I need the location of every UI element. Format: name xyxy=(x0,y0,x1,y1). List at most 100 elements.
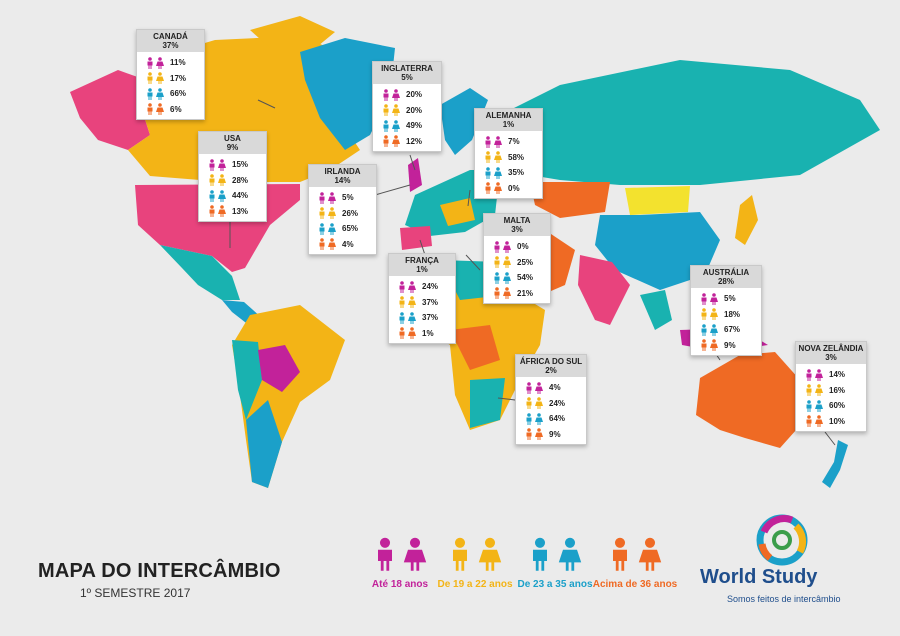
country-header: NOVA ZELÂNDIA 3% xyxy=(796,342,866,364)
percentage-value: 18% xyxy=(724,309,741,319)
map-region xyxy=(530,182,610,218)
people-icon xyxy=(699,339,719,352)
people-icon xyxy=(207,205,227,218)
people-icon xyxy=(207,174,227,187)
age-group-row: 11% xyxy=(145,55,198,71)
age-group-row: 16% xyxy=(804,383,860,399)
age-group-row: 15% xyxy=(207,157,260,173)
country-header: ÁFRICA DO SUL 2% xyxy=(516,355,586,377)
people-icon xyxy=(145,87,165,100)
world-study-logo-icon xyxy=(756,514,808,566)
country-name: ÁFRICA DO SUL xyxy=(519,357,583,366)
page-title: MAPA DO INTERCÂMBIO xyxy=(38,560,281,582)
people-icon xyxy=(804,384,824,397)
people-icon xyxy=(317,191,337,204)
map-region xyxy=(735,195,758,245)
percentage-value: 9% xyxy=(549,429,561,439)
percentage-value: 5% xyxy=(342,193,354,203)
percentage-value: 37% xyxy=(422,297,439,307)
percentage-value: 20% xyxy=(406,105,423,115)
age-group-row: 25% xyxy=(492,255,544,271)
percentage-value: 58% xyxy=(508,152,525,162)
country-header: USA 9% xyxy=(199,132,266,154)
people-icon xyxy=(524,381,544,394)
percentage-value: 24% xyxy=(422,282,439,292)
people-icon xyxy=(699,308,719,321)
people-icon xyxy=(381,88,401,101)
country-callout: USA 9% 15% 28% 44% 13% xyxy=(198,131,267,222)
age-group-row: 9% xyxy=(524,427,580,443)
legend-label: Até 18 anos xyxy=(371,579,429,590)
brand-name: World Study xyxy=(700,566,818,588)
people-icon xyxy=(699,323,719,336)
map-region xyxy=(408,158,422,192)
legend-label: Acima de 36 anos xyxy=(592,579,678,590)
percentage-value: 9% xyxy=(724,340,736,350)
pointer-line xyxy=(824,431,836,446)
pointer-line xyxy=(257,99,276,109)
percentage-value: 16% xyxy=(829,385,846,395)
percentage-value: 4% xyxy=(549,383,561,393)
percentage-value: 24% xyxy=(549,398,566,408)
people-icon xyxy=(804,415,824,428)
map-region xyxy=(160,245,240,300)
country-name: MALTA xyxy=(503,216,531,225)
percentage-value: 60% xyxy=(829,401,846,411)
age-group-row: 67% xyxy=(699,322,755,338)
people-icon xyxy=(397,296,417,309)
age-group-row: 28% xyxy=(207,173,260,189)
people-icon xyxy=(526,536,584,572)
map-region xyxy=(400,226,432,250)
legend-item-age-group-1: Até 18 anos xyxy=(350,536,450,590)
percentage-value: 10% xyxy=(829,416,846,426)
country-callout: IRLANDA 14% 5% 26% 65% 4% xyxy=(308,164,377,255)
legend-item-age-group-4: Acima de 36 anos xyxy=(585,536,685,590)
people-icon xyxy=(207,158,227,171)
page-subtitle: 1º SEMESTRE 2017 xyxy=(80,586,191,600)
age-group-row: 1% xyxy=(397,326,449,342)
map-region xyxy=(595,212,720,290)
percentage-value: 67% xyxy=(724,325,741,335)
country-callout: AUSTRÁLIA 28% 5% 18% 67% 9% xyxy=(690,265,762,356)
percentage-value: 44% xyxy=(232,191,249,201)
country-header: CANADÁ 37% xyxy=(137,30,204,52)
pointer-line xyxy=(497,397,516,401)
country-callout: CANADÁ 37% 11% 17% 66% 6% xyxy=(136,29,205,120)
country-header: INGLATERRA 5% xyxy=(373,62,441,84)
percentage-value: 11% xyxy=(170,58,186,68)
age-group-row: 24% xyxy=(524,396,580,412)
people-icon xyxy=(524,397,544,410)
people-icon xyxy=(483,135,503,148)
legend-label: De 23 a 35 anos xyxy=(517,579,593,590)
people-icon xyxy=(492,240,512,253)
percentage-value: 49% xyxy=(406,121,423,131)
percentage-value: 21% xyxy=(517,288,534,298)
map-region xyxy=(470,378,505,428)
country-share: 14% xyxy=(334,176,351,185)
percentage-value: 4% xyxy=(342,239,354,249)
people-icon xyxy=(483,151,503,164)
people-icon xyxy=(524,412,544,425)
country-header: ALEMANHA 1% xyxy=(475,109,542,131)
country-share: 28% xyxy=(717,277,734,286)
map-region xyxy=(70,70,150,150)
pointer-line xyxy=(419,239,426,256)
map-region xyxy=(250,16,335,48)
people-icon xyxy=(804,399,824,412)
country-share: 2% xyxy=(545,366,557,375)
legend-item-age-group-2: De 19 a 22 anos xyxy=(425,536,525,590)
people-icon xyxy=(446,536,504,572)
map-region xyxy=(440,198,475,226)
country-name: CANADÁ xyxy=(153,32,188,41)
age-group-row: 35% xyxy=(483,165,536,181)
age-group-row: 37% xyxy=(397,310,449,326)
country-name: ALEMANHA xyxy=(485,111,532,120)
people-icon xyxy=(145,72,165,85)
percentage-value: 37% xyxy=(422,313,439,323)
people-icon xyxy=(804,368,824,381)
country-share: 3% xyxy=(511,225,523,234)
country-header: MALTA 3% xyxy=(484,214,550,236)
percentage-value: 6% xyxy=(170,104,182,114)
percentage-value: 64% xyxy=(549,414,566,424)
percentage-value: 66% xyxy=(170,89,187,99)
